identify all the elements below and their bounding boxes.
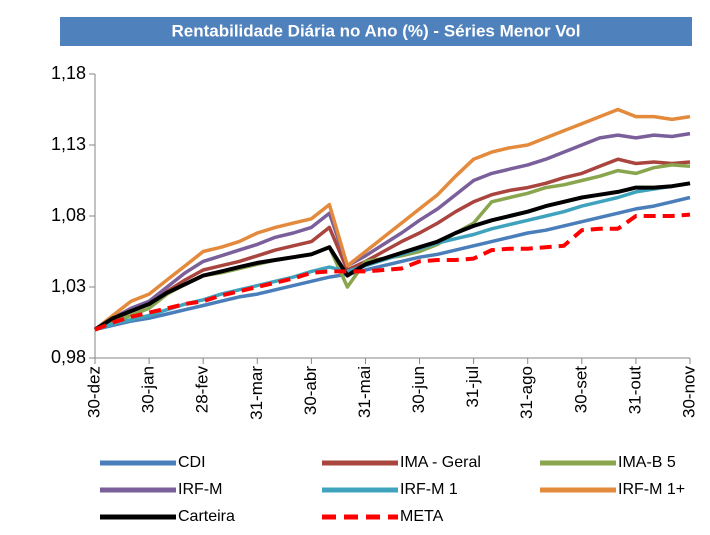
y-tick-label: 1,13 <box>51 134 86 154</box>
legend-label: IRF-M <box>178 481 222 498</box>
x-tick-label: 31-jul <box>463 366 482 408</box>
x-tick-label: 30-nov <box>679 366 698 418</box>
series-line <box>94 157 691 332</box>
legend-label: META <box>400 508 444 525</box>
series-line <box>94 131 691 332</box>
legend-label: CDI <box>178 454 206 471</box>
chart-title: Rentabilidade Diária no Ano (%) - Séries… <box>171 21 580 40</box>
y-tick-label: 1,08 <box>51 205 86 225</box>
series-line <box>93 181 691 332</box>
series-line <box>94 212 691 332</box>
x-tick-label: 30-set <box>571 366 590 414</box>
x-tick-label: 31-ago <box>517 366 536 419</box>
y-tick-label: 0,98 <box>51 347 86 367</box>
y-tick-label: 1,18 <box>51 63 86 83</box>
legend-label: IRF-M 1+ <box>618 481 685 498</box>
series-line <box>93 107 691 331</box>
y-tick-label: 1,03 <box>51 276 86 296</box>
x-tick-label: 30-jun <box>409 366 428 413</box>
x-tick-label: 31-mai <box>355 366 374 418</box>
x-tick-label: 28-fev <box>193 366 212 414</box>
x-tick-label: 31-out <box>625 366 644 414</box>
title-bar <box>60 17 692 46</box>
x-tick-label: 30-jan <box>139 366 158 413</box>
x-tick-label: 30-dez <box>84 366 103 418</box>
legend-label: IRF-M 1 <box>400 481 458 498</box>
series-line <box>94 195 691 332</box>
legend-label: IMA - Geral <box>400 454 481 471</box>
x-tick-label: 31-mar <box>247 366 266 420</box>
legend-label: IMA-B 5 <box>618 454 676 471</box>
legend-label: Carteira <box>178 508 235 525</box>
x-tick-label: 30-abr <box>301 366 320 415</box>
